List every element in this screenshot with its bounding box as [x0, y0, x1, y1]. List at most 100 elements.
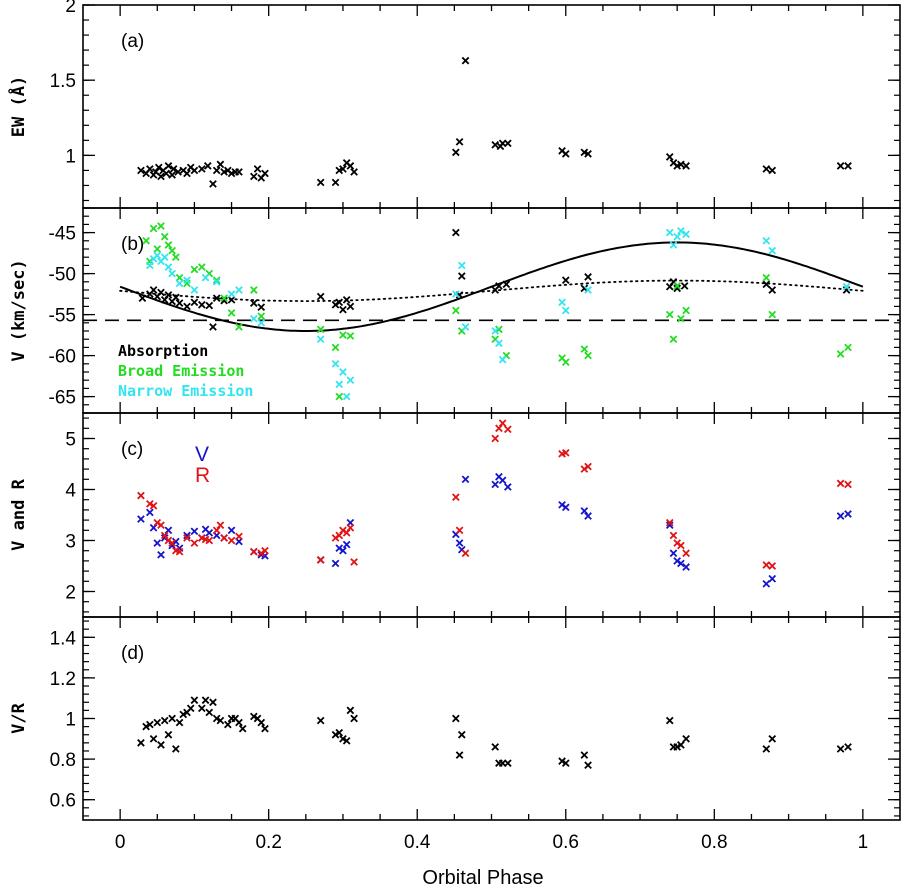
data-point: [249, 299, 258, 307]
data-point: [164, 241, 173, 249]
data-point: [164, 730, 173, 739]
data-point: [665, 310, 674, 319]
data-point: [836, 512, 845, 520]
data-point: [682, 306, 690, 315]
y-tick-label: 4: [65, 481, 76, 502]
y-tick-label: 2: [65, 0, 76, 17]
data-point: [153, 718, 162, 727]
data-point: [153, 539, 162, 547]
data-point: [190, 286, 199, 294]
data-point: [197, 704, 206, 713]
y-tick-label: -50: [49, 265, 76, 286]
data-point: [680, 282, 689, 290]
data-point: [677, 227, 685, 235]
x-tick-label: 0: [115, 832, 126, 853]
data-point: [160, 232, 169, 241]
data-point: [768, 734, 777, 743]
data-point: [249, 712, 258, 721]
data-point: [216, 521, 225, 530]
panel-b: -45 -50 -55 -60 -65 V (km/sec) (b) Absorption Br…: [9, 207, 901, 414]
data-point: [762, 745, 771, 753]
data-point: [149, 523, 158, 532]
series-absorption: [138, 228, 851, 331]
data-point: [762, 273, 771, 282]
data-point: [216, 716, 225, 725]
data-point: [209, 180, 217, 188]
data-point: [227, 309, 236, 317]
data-point: [316, 716, 325, 725]
data-point: [561, 276, 570, 284]
data-point: [197, 263, 206, 271]
series-v: [137, 472, 852, 588]
data-point: [768, 562, 777, 570]
data-point: [677, 559, 685, 568]
data-point: [261, 169, 269, 178]
data-point: [346, 302, 355, 311]
data-point: [584, 286, 592, 294]
panel-label: (b): [121, 234, 144, 255]
y-tick-label: 3: [65, 532, 76, 553]
data-point: [346, 376, 355, 385]
data-point: [168, 714, 176, 723]
data-point: [220, 534, 228, 542]
data-point: [339, 331, 347, 339]
data-point: [149, 501, 158, 510]
x-axis-label: Orbital Phase: [422, 867, 543, 889]
data-point: [836, 745, 845, 753]
data-point: [168, 539, 176, 547]
data-point: [164, 291, 173, 299]
data-point: [580, 507, 589, 515]
data-point: [455, 138, 464, 146]
data-point: [342, 296, 351, 304]
panel-d: 0.6 0.8 1 1.2 1.4 V/R (d) 0 0.2 0.4 0.6 0.8 1: [9, 616, 901, 853]
data-point: [146, 508, 154, 517]
data-point: [160, 716, 169, 725]
data-point: [762, 280, 771, 289]
y-tick-label: -45: [49, 224, 76, 245]
data-point: [844, 510, 852, 518]
data-point: [216, 160, 225, 169]
data-point: [502, 280, 511, 289]
data-point: [457, 730, 466, 739]
data-point: [183, 531, 191, 540]
data-point: [452, 306, 460, 315]
series-narrow-emission: [146, 227, 851, 401]
data-point: [669, 335, 678, 344]
data-point: [339, 305, 347, 314]
y-tick-label: 5: [65, 430, 76, 451]
data-point: [316, 556, 325, 564]
y-tick-label: -60: [49, 347, 76, 368]
data-point: [677, 541, 685, 550]
data-point: [201, 273, 210, 282]
data-point: [504, 425, 512, 434]
data-point: [257, 718, 266, 727]
data-point: [257, 303, 266, 312]
legend-entry: Absorption: [118, 342, 208, 360]
data-point: [457, 272, 466, 280]
data-point: [172, 253, 180, 262]
data-point: [673, 232, 682, 241]
data-point: [498, 419, 507, 428]
legend-entry: R: [195, 464, 210, 487]
data-point: [220, 294, 228, 303]
data-point: [168, 269, 176, 278]
data-point: [160, 253, 169, 262]
data-point: [452, 148, 460, 157]
data-point: [682, 162, 690, 170]
data-point: [209, 698, 217, 707]
y-tick-label: -65: [49, 388, 76, 409]
data-point: [227, 296, 236, 304]
data-point: [504, 139, 512, 148]
data-point: [162, 169, 171, 178]
data-point: [457, 261, 466, 270]
data-point: [253, 165, 262, 173]
data-point: [149, 224, 158, 233]
y-tick-label: 1: [65, 710, 76, 731]
data-point: [495, 424, 503, 433]
data-point: [205, 536, 214, 545]
data-point: [157, 288, 165, 297]
y-axis-label: V/R: [9, 702, 29, 733]
data-point: [316, 325, 325, 334]
data-point: [153, 245, 162, 253]
data-point: [455, 526, 464, 535]
